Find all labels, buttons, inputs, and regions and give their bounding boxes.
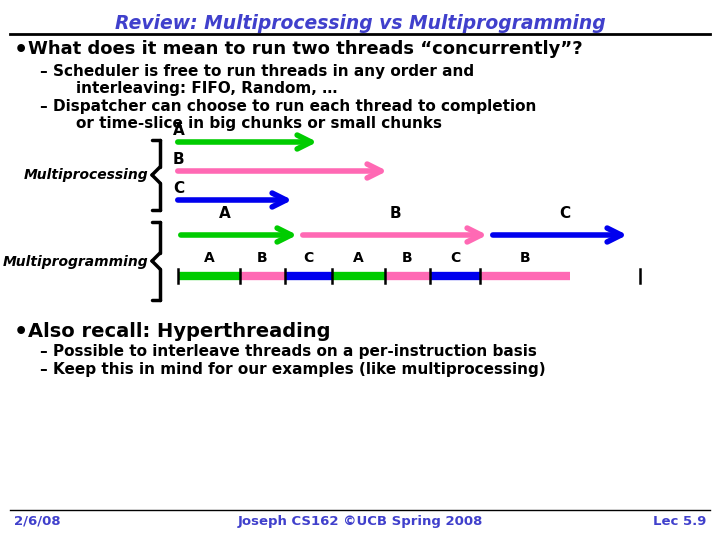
Text: Also recall: Hyperthreading: Also recall: Hyperthreading (28, 322, 330, 341)
Text: A: A (204, 251, 215, 265)
Text: Lec 5.9: Lec 5.9 (652, 515, 706, 528)
Text: – Possible to interleave threads on a per-instruction basis: – Possible to interleave threads on a pe… (40, 344, 537, 359)
Text: – Scheduler is free to run threads in any order and: – Scheduler is free to run threads in an… (40, 64, 474, 79)
Text: Joseph CS162 ©UCB Spring 2008: Joseph CS162 ©UCB Spring 2008 (238, 515, 482, 528)
Text: C: C (559, 206, 570, 221)
Text: – Keep this in mind for our examples (like multiprocessing): – Keep this in mind for our examples (li… (40, 362, 546, 377)
Text: B: B (390, 206, 401, 221)
Text: What does it mean to run two threads “concurrently”?: What does it mean to run two threads “co… (28, 40, 582, 58)
Text: or time-slice in big chunks or small chunks: or time-slice in big chunks or small chu… (55, 116, 442, 131)
Text: interleaving: FIFO, Random, …: interleaving: FIFO, Random, … (55, 81, 338, 96)
Text: B: B (402, 251, 413, 265)
Text: Multiprocessing: Multiprocessing (23, 168, 148, 182)
Text: B: B (520, 251, 531, 265)
Text: – Dispatcher can choose to run each thread to completion: – Dispatcher can choose to run each thre… (40, 99, 536, 114)
Text: A: A (219, 206, 231, 221)
Text: A: A (173, 123, 185, 138)
Text: C: C (450, 251, 460, 265)
Text: B: B (173, 152, 184, 167)
Text: •: • (14, 322, 28, 342)
Text: 2/6/08: 2/6/08 (14, 515, 60, 528)
Text: C: C (303, 251, 314, 265)
Text: Multiprogramming: Multiprogramming (2, 255, 148, 269)
Text: Review: Multiprocessing vs Multiprogramming: Review: Multiprocessing vs Multiprogramm… (114, 14, 606, 33)
Text: A: A (353, 251, 364, 265)
Text: C: C (173, 181, 184, 196)
Text: B: B (257, 251, 268, 265)
Text: •: • (14, 40, 28, 60)
